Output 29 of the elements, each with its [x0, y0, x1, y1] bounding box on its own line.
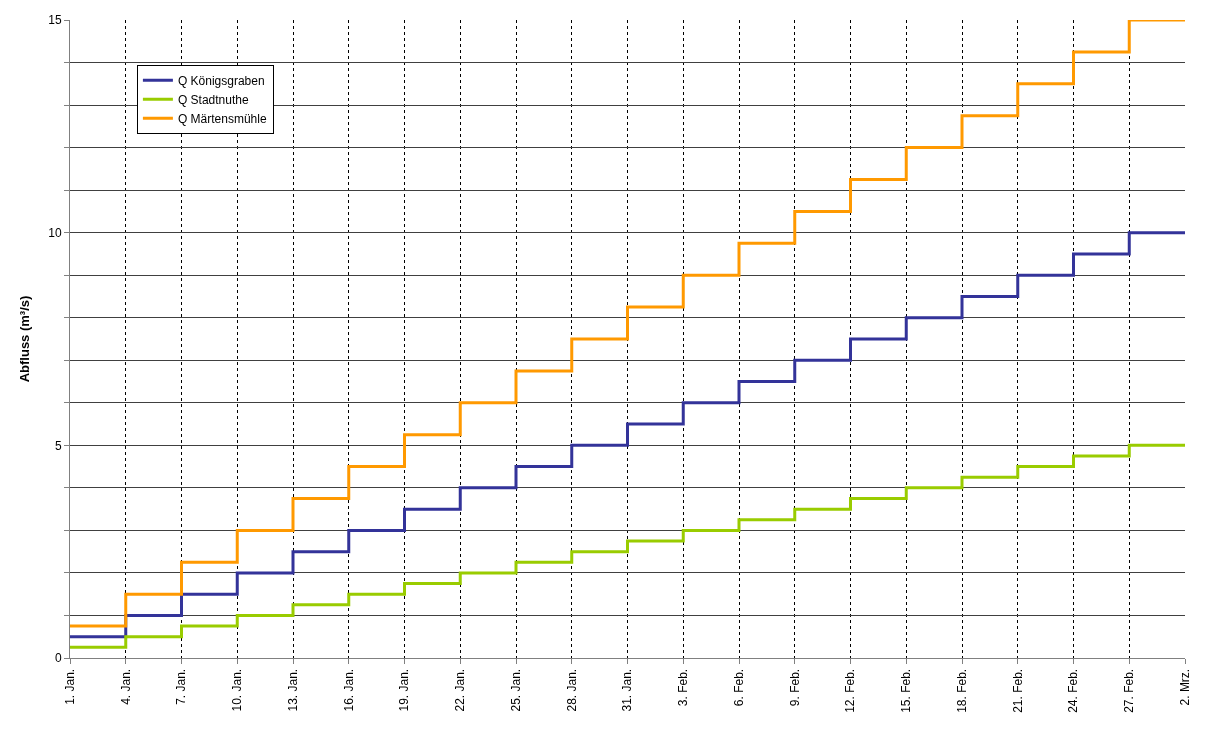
y-tick-label: 10: [48, 225, 62, 240]
x-tick-label: 3. Feb.: [676, 668, 691, 707]
y-axis-title: Abfluss (m³/s): [17, 295, 33, 383]
legend-label: Q Märtensmühle: [177, 111, 267, 126]
y-tick-label: 15: [48, 13, 62, 28]
x-tick-label: 21. Feb.: [1010, 668, 1025, 713]
y-tick-label: 0: [54, 651, 62, 666]
x-tick-label: 7. Jan.: [174, 668, 189, 705]
x-tick-label: 10. Jan.: [230, 668, 245, 712]
legend-label: Q Stadtnuthe: [177, 92, 249, 107]
x-tick-label: 25. Jan.: [508, 668, 523, 712]
x-tick-label: 9. Feb.: [787, 668, 802, 707]
x-tick-label: 4. Jan.: [118, 668, 133, 705]
x-tick-label: 28. Jan.: [564, 668, 579, 712]
x-tick-label: 27. Feb.: [1122, 668, 1137, 713]
x-tick-label: 18. Feb.: [954, 668, 969, 713]
x-tick-label: 22. Jan.: [453, 668, 468, 712]
x-tick-label: 12. Feb.: [843, 668, 858, 713]
x-tick-label: 1. Jan.: [62, 668, 77, 705]
x-tick-label: 24. Feb.: [1066, 668, 1081, 713]
legend-label: Q Königsgraben: [177, 73, 265, 88]
x-tick-label: 31. Jan.: [620, 668, 635, 712]
x-tick-label: 13. Jan.: [285, 668, 300, 712]
x-tick-label: 16. Jan.: [341, 668, 356, 712]
y-tick-label: 5: [54, 438, 62, 453]
x-tick-label: 15. Feb.: [899, 668, 914, 713]
x-tick-label: 6. Feb.: [731, 668, 746, 707]
x-tick-label: 19. Jan.: [397, 668, 412, 712]
x-tick-label: 2. Mrz.: [1177, 668, 1192, 706]
